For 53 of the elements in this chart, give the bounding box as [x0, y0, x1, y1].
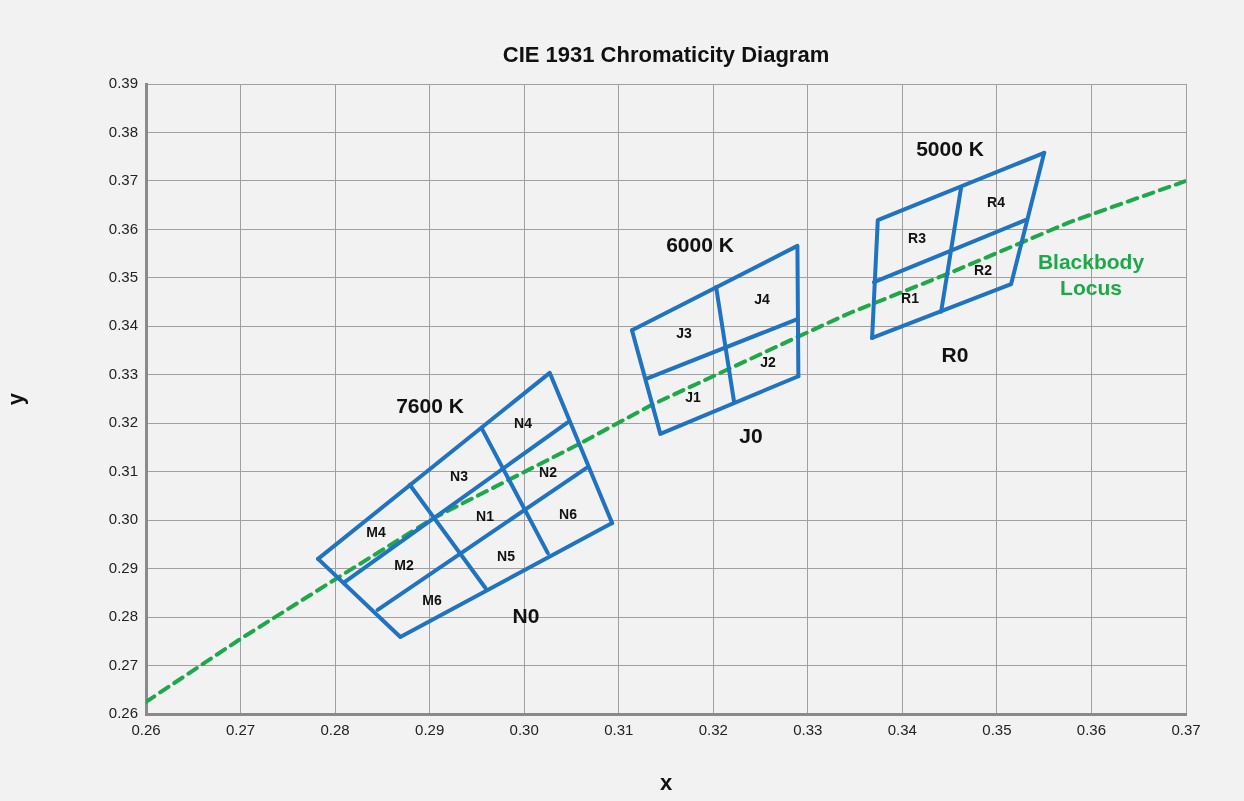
y-tick-label: 0.34: [108, 316, 138, 334]
annotation: R4: [987, 193, 1006, 210]
x-tick-label: 0.29: [415, 721, 445, 739]
y-tick-label: 0.26: [108, 704, 138, 722]
annotation: M4: [366, 523, 386, 540]
x-tick-label: 0.32: [698, 721, 728, 739]
annotation: N5: [497, 547, 516, 564]
annotation: N3: [450, 467, 469, 484]
x-tick-label: 0.37: [1171, 721, 1201, 739]
x-tick-label: 0.33: [793, 721, 823, 739]
x-tick-label: 0.34: [887, 721, 917, 739]
annotation: J2: [760, 353, 776, 370]
annotation: M6: [422, 591, 442, 608]
annotation: J1: [685, 388, 701, 405]
x-tick-label: 0.26: [131, 721, 161, 739]
x-tick-label: 0.35: [982, 721, 1012, 739]
annotation: N0: [512, 603, 540, 627]
y-tick-label: 0.30: [108, 510, 138, 528]
y-axis-title: y: [3, 392, 29, 406]
annotation: R3: [908, 229, 927, 246]
x-tick-label: 0.30: [509, 721, 539, 739]
annotation: 6000 K: [666, 232, 734, 256]
annotation: J0: [739, 423, 763, 447]
y-tick-label: 0.33: [108, 364, 138, 382]
annotation: M2: [394, 556, 414, 573]
y-tick-label: 0.29: [108, 558, 138, 576]
chart-title: CIE 1931 Chromaticity Diagram: [502, 42, 830, 68]
annotation: R0: [941, 342, 969, 366]
annotation: 7600 K: [396, 393, 464, 417]
annotation: N1: [476, 507, 495, 524]
y-tick-label: 0.31: [108, 461, 138, 479]
y-tick-label: 0.35: [108, 267, 138, 285]
y-tick-label: 0.39: [108, 74, 138, 92]
x-axis-title: x: [659, 769, 673, 795]
annotation: R2: [974, 261, 993, 278]
annotation: 5000 K: [916, 136, 984, 160]
y-tick-label: 0.28: [108, 607, 138, 625]
annotation: R1: [901, 289, 920, 306]
annotation: N2: [539, 463, 558, 480]
x-tick-label: 0.28: [320, 721, 350, 739]
y-tick-label: 0.38: [108, 122, 138, 140]
y-tick-label: 0.37: [108, 171, 138, 189]
x-tick-label: 0.36: [1076, 721, 1107, 739]
x-tick-label: 0.27: [225, 721, 256, 739]
annotation: N4: [514, 414, 533, 431]
series-label: Blackbody Locus: [1037, 249, 1145, 299]
y-tick-label: 0.36: [108, 219, 138, 237]
annotation: N6: [559, 505, 578, 522]
y-tick-label: 0.32: [108, 413, 138, 431]
y-tick-label: 0.27: [108, 655, 138, 673]
annotation: J3: [676, 324, 692, 341]
x-tick-label: 0.31: [604, 721, 634, 739]
annotation: J4: [754, 290, 770, 307]
